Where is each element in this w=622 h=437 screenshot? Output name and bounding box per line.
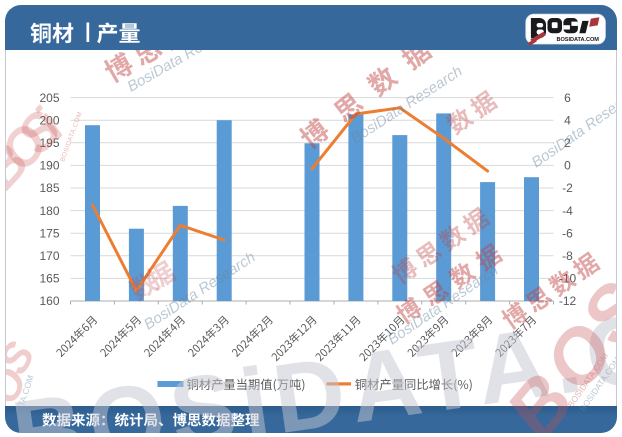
svg-text:160: 160 bbox=[39, 294, 59, 308]
svg-text:BosiData Research: BosiData Research bbox=[529, 83, 622, 171]
svg-text:0: 0 bbox=[564, 159, 571, 173]
svg-text:6: 6 bbox=[564, 91, 571, 105]
svg-text:190: 190 bbox=[39, 159, 59, 173]
svg-text:200: 200 bbox=[39, 113, 59, 127]
svg-text:-6: -6 bbox=[562, 226, 573, 240]
svg-text:170: 170 bbox=[39, 249, 59, 263]
svg-text:BosiData Research: BosiData Research bbox=[125, 16, 245, 95]
svg-text:4: 4 bbox=[564, 113, 571, 127]
svg-text:BOSIDATA.COM: BOSIDATA.COM bbox=[557, 37, 600, 43]
svg-text:175: 175 bbox=[39, 226, 59, 240]
svg-text:BosiData Research: BosiData Research bbox=[141, 249, 259, 334]
svg-text:-8: -8 bbox=[562, 249, 573, 263]
svg-text:-2: -2 bbox=[562, 181, 573, 195]
svg-text:195: 195 bbox=[39, 136, 59, 150]
svg-text:-12: -12 bbox=[559, 294, 577, 308]
svg-text:-4: -4 bbox=[562, 204, 573, 218]
svg-text:185: 185 bbox=[39, 181, 59, 195]
svg-text:2: 2 bbox=[564, 136, 571, 150]
svg-text:180: 180 bbox=[39, 204, 59, 218]
svg-text:205: 205 bbox=[39, 91, 59, 105]
svg-text:165: 165 bbox=[39, 272, 59, 286]
